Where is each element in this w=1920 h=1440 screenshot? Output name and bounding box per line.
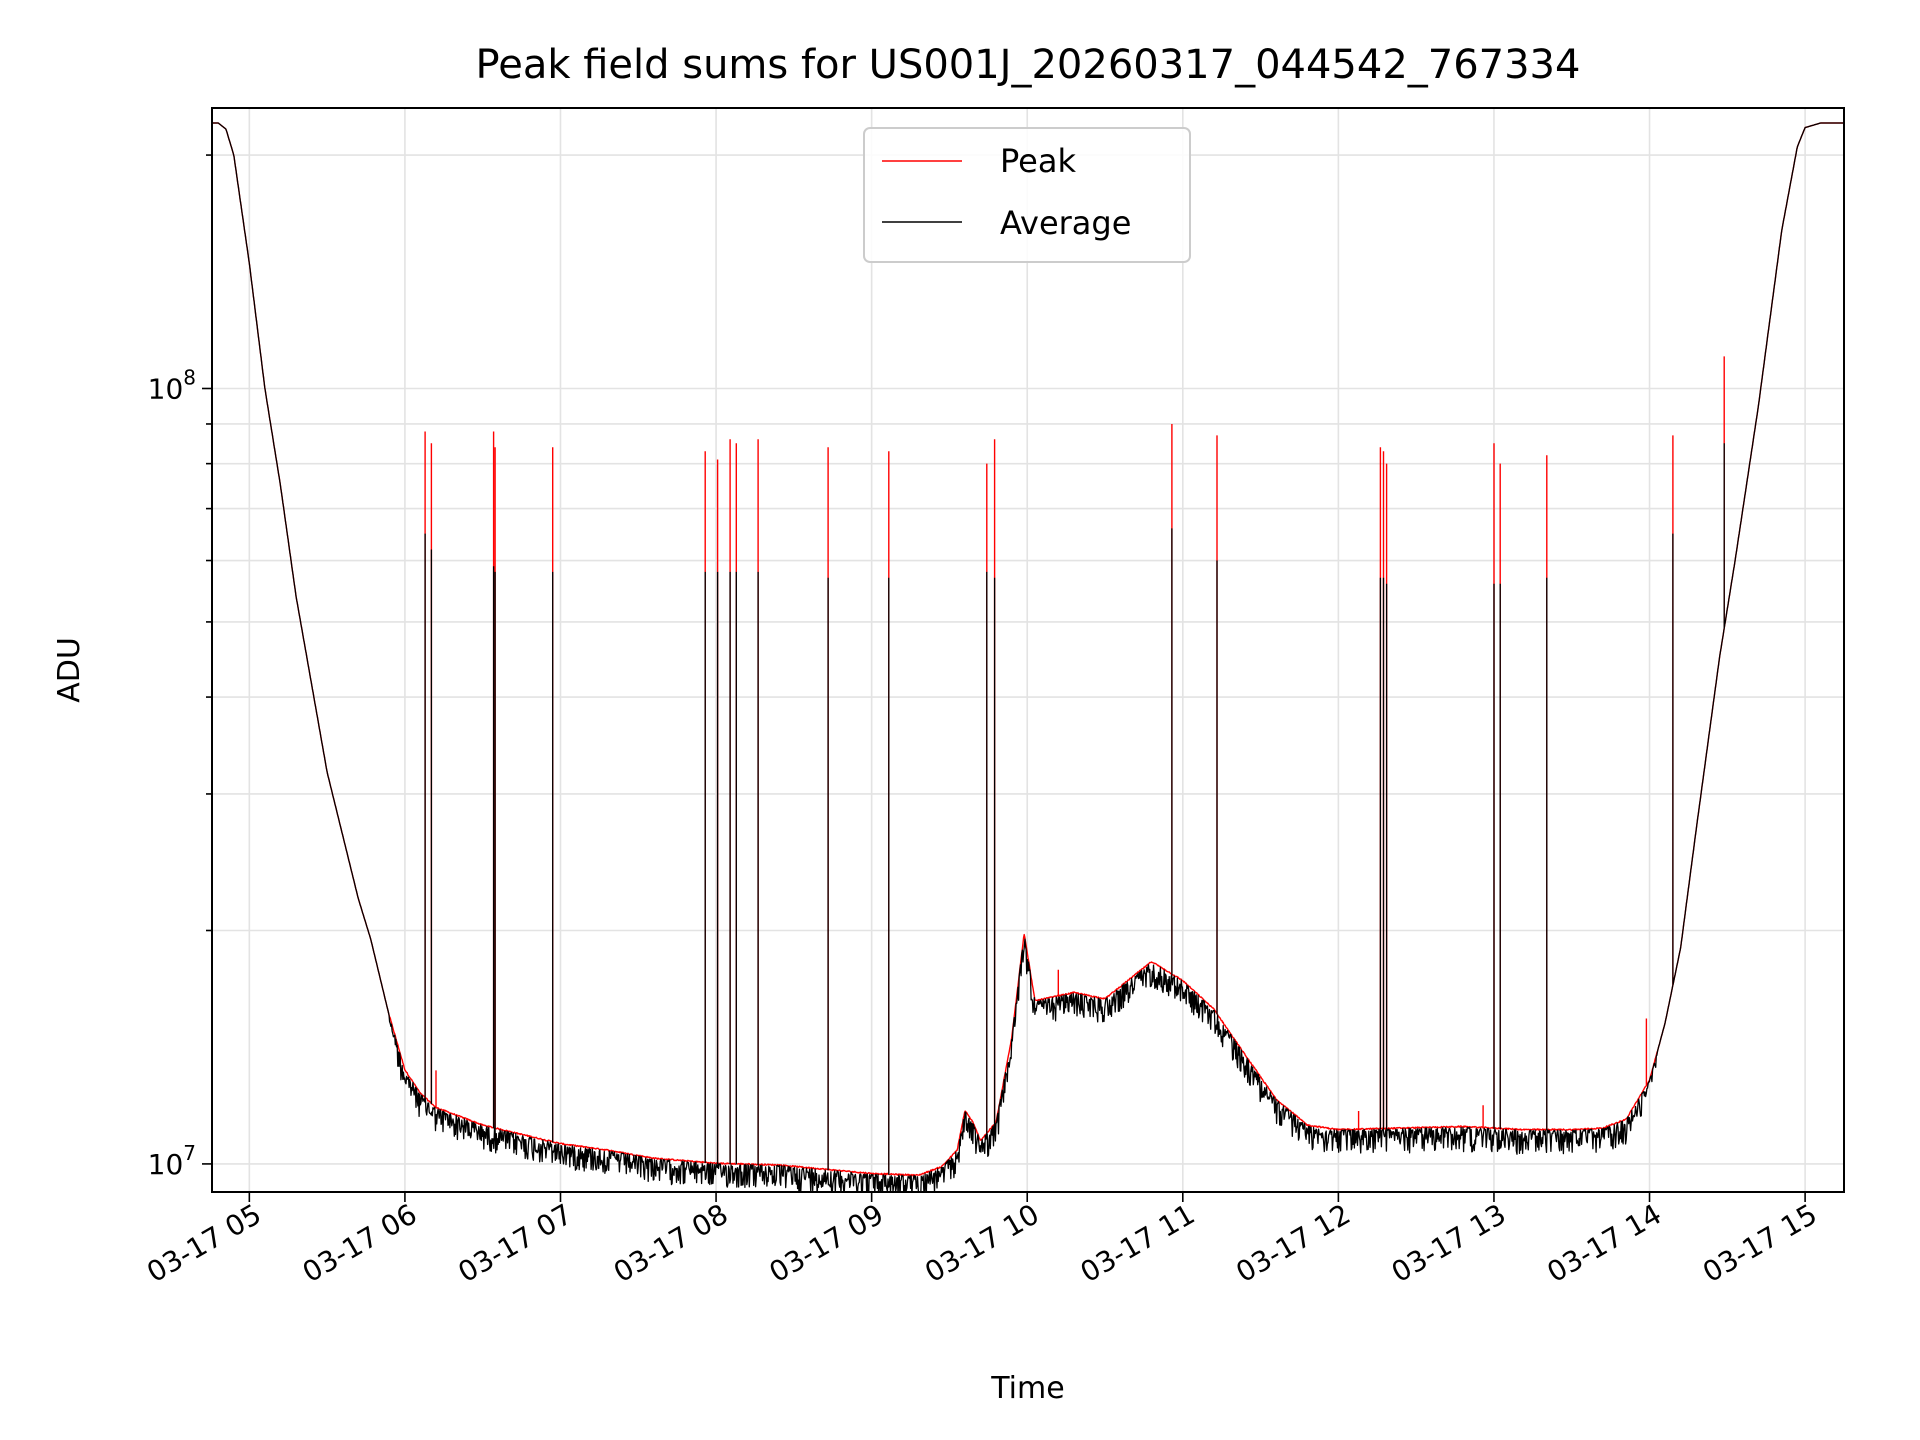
plot-series (212, 122, 1844, 1192)
legend-peak-label: Peak (1000, 142, 1076, 180)
y-tick-label: 108 (148, 365, 196, 405)
legend-average-label: Average (1000, 204, 1131, 242)
y-axis-title: ADU (52, 637, 87, 703)
chart-title: Peak field sums for US001J_20260317_0445… (476, 42, 1581, 88)
average-series-line (212, 122, 1844, 1192)
y-tick-label: 107 (148, 1141, 196, 1181)
legend: Peak Average (863, 127, 1191, 263)
x-axis-title: Time (990, 1371, 1064, 1406)
grid (212, 108, 1844, 1192)
